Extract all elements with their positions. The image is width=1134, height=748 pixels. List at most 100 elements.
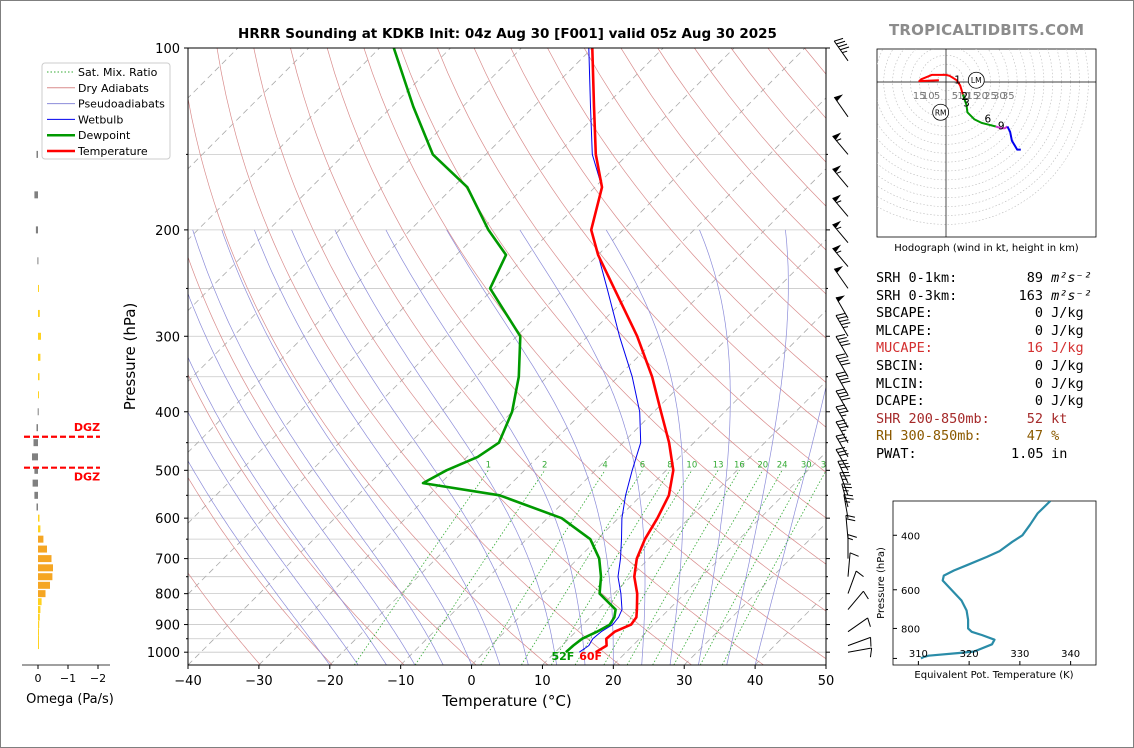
dgz-label: DGZ: [74, 471, 100, 484]
barb-half: [847, 537, 853, 541]
param-row: MLCAPE: 0 J/kg: [876, 323, 1106, 341]
mixing-ratio-label: 30: [801, 460, 812, 470]
mixing-ratio-label: 24: [777, 460, 788, 470]
pseudoadiabat: [698, 229, 731, 665]
theta-e-x-tick-label: 310: [909, 649, 928, 660]
x-tick-label: −10: [387, 674, 414, 689]
omega-bar: [38, 642, 39, 650]
barb-staff: [832, 197, 849, 217]
barb-full: [837, 422, 847, 426]
mixing-ratio-label: 36: [821, 460, 832, 470]
theta-e-x-tick-label: 330: [1010, 649, 1029, 660]
omega-bar: [32, 453, 38, 461]
mixing-ratio-label: 8: [667, 460, 672, 470]
barb-full: [841, 483, 852, 485]
x-tick-label: 20: [605, 674, 622, 689]
omega-bar: [38, 598, 42, 606]
param-value: 47: [1026, 428, 1043, 445]
wind-barb: [835, 334, 851, 358]
barb-full: [839, 471, 850, 474]
barb-full: [837, 374, 847, 378]
pseudoadiabat: [221, 229, 472, 665]
mixing-ratio-line: [414, 470, 546, 665]
dry-adiabat: [400, 48, 826, 565]
legend-entry: Temperature: [77, 145, 148, 158]
omega-bar: [38, 573, 53, 581]
hodo-height-label: 1: [954, 74, 961, 86]
skewt-profiles: 52F 60F: [392, 48, 675, 663]
pseudoadiabat: [254, 229, 501, 665]
mixing-ratio-line: [626, 470, 740, 665]
hodo-height-label: 3: [963, 97, 970, 109]
wind-barb: [833, 37, 850, 62]
pseudoadiabat: [188, 356, 387, 665]
omega-bar: [34, 191, 38, 199]
param-row: SBCIN: 0 J/kg: [876, 358, 1106, 376]
barb-staff: [847, 647, 872, 653]
dry-adiabat: [583, 48, 826, 339]
hodo-height-label: 9: [998, 121, 1005, 133]
dry-adiabat: [326, 48, 826, 660]
param-value: 0: [1034, 357, 1043, 374]
param-label: MUCAPE:: [876, 340, 933, 357]
wind-barb: [835, 313, 851, 337]
wind-barb: [832, 244, 849, 267]
barb-full: [841, 362, 851, 366]
wind-barb: [833, 94, 849, 118]
omega-bar: [33, 439, 38, 447]
barb-full: [835, 404, 846, 408]
barb-flag: [832, 194, 842, 202]
wind-barb: [835, 371, 851, 396]
isotherm-line: [683, 522, 826, 665]
isotherm-line: [613, 451, 826, 665]
storm-motion-label: LM: [971, 76, 982, 85]
legend-entry: Dry Adiabats: [78, 82, 149, 95]
barb-full: [847, 534, 857, 538]
theta-e-y-tick-label: 800: [901, 624, 920, 635]
surface-dewpoint-label: 52F: [551, 650, 574, 663]
mixing-ratio-label: 16: [734, 460, 745, 470]
omega-bar: [38, 590, 46, 598]
param-label: SBCIN:: [876, 357, 925, 374]
dry-adiabat: [253, 48, 692, 665]
pseudoadiabat: [385, 229, 586, 665]
barb-full: [840, 475, 851, 477]
barb-half: [836, 226, 842, 230]
wind-barbs: [832, 37, 873, 658]
surface-temperature-label: 60F: [579, 650, 602, 663]
dry-adiabat: [188, 256, 477, 665]
dry-adiabat: [363, 48, 826, 612]
barb-staff: [832, 247, 849, 267]
barb-full: [834, 37, 844, 42]
mixing-ratio-label: 4: [602, 460, 607, 470]
hodo-segment: [995, 125, 1008, 130]
theta-e-y-tick-label: 600: [901, 586, 920, 597]
omega-bar: [38, 555, 52, 563]
dry-adiabat: [216, 48, 621, 665]
param-unit: %: [1043, 428, 1060, 445]
legend-entry: Sat. Mix. Ratio: [78, 66, 158, 79]
param-label: SRH 0-3km:: [876, 287, 958, 304]
omega-bar: [38, 514, 40, 522]
param-label: MLCIN:: [876, 375, 925, 392]
barb-half: [842, 478, 848, 480]
barb-flag: [832, 220, 842, 229]
param-row: SRH 0-3km: 163 m²s⁻²: [876, 288, 1106, 306]
barb-full: [840, 46, 850, 51]
barb-full: [870, 637, 872, 647]
omega-bar: [37, 257, 39, 265]
legend-entry: Wetbulb: [78, 113, 123, 126]
param-value: 0: [1034, 322, 1043, 339]
barb-full: [836, 40, 846, 45]
pseudoadiabat: [519, 229, 646, 665]
barb-staff: [832, 135, 849, 155]
param-label: SRH 0-1km:: [876, 270, 958, 286]
hodo-ring-label: 15: [913, 91, 926, 102]
barb-full: [839, 340, 849, 344]
watermark: TROPICALTIDBITS.COM: [889, 21, 1085, 39]
pseudoadiabat: [334, 229, 557, 665]
param-row: SRH 0-1km: 89 m²s⁻²: [876, 270, 1106, 288]
mixing-ratio-line: [550, 470, 671, 665]
param-label: DCAPE:: [876, 393, 925, 410]
barb-flag: [836, 295, 845, 302]
